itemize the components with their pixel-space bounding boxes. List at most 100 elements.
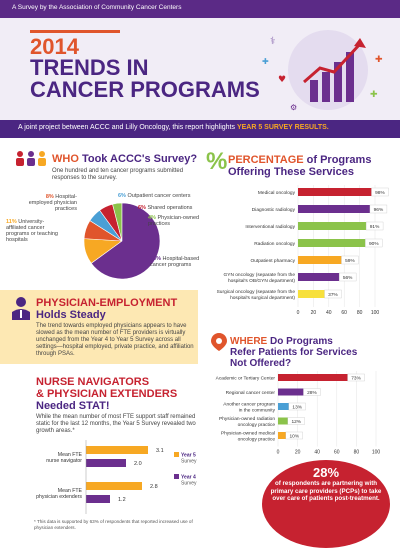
- value-label: 10%: [289, 433, 299, 439]
- bar: [278, 388, 306, 396]
- x-tick-label: 100: [372, 450, 381, 456]
- value-label-box: [341, 255, 359, 265]
- nurse-body: While the mean number of most FTE suppor…: [36, 414, 196, 434]
- survey-tagline: A Survey by the Association of Community…: [12, 4, 182, 11]
- who-heading: WHO Took ACCC's Survey?: [52, 153, 197, 165]
- pie-label-text: Shared operations: [147, 205, 193, 211]
- where-heading: WHERE Do Programs Refer Patients for Ser…: [230, 336, 398, 369]
- value-label: 90%: [369, 241, 379, 247]
- x-tick-label: 60: [334, 450, 340, 456]
- legend-swatch: [174, 452, 179, 457]
- category-label: oncology practice: [238, 436, 276, 442]
- value-label: 13%: [292, 404, 302, 410]
- value-label: 3.1: [156, 448, 164, 454]
- svg-text:⚕: ⚕: [270, 36, 275, 47]
- subtitle-bar: A joint project between ACCC and Lilly O…: [0, 120, 400, 138]
- value-label: 56%: [343, 275, 353, 281]
- where-heading-rest: Do Programs: [270, 336, 333, 347]
- x-tick-label: 60: [341, 310, 347, 316]
- pcp-callout-text: 28% of respondents are partnering with p…: [270, 466, 382, 503]
- report-title-line-1: TRENDS IN: [30, 55, 149, 80]
- pie-label-text: University-affiliated cancer programs or…: [6, 219, 58, 243]
- report-year: 2014: [30, 34, 79, 59]
- category-label: nurse navigator: [46, 458, 82, 464]
- category-label: Academic or Tertiary Center: [216, 376, 276, 382]
- x-tick-label: 0: [277, 450, 280, 456]
- legend-label: Survey: [181, 459, 197, 465]
- value-label-box: [365, 221, 384, 231]
- physician-employment-panel: [0, 290, 198, 364]
- value-label-box: [324, 289, 342, 299]
- x-tick-label: 40: [314, 450, 320, 456]
- pie-label-outpatient: 6% Outpatient cancer centers: [118, 193, 191, 199]
- bar: [298, 222, 369, 230]
- physician-heading-keyword: PHYSICIAN-EMPLOYMENT: [36, 297, 178, 309]
- physician-body: The trend towards employed physicians ap…: [36, 323, 194, 357]
- value-label: 37%: [328, 292, 338, 298]
- people-icon: [16, 151, 46, 166]
- x-tick-label: 20: [311, 310, 317, 316]
- services-heading: PERCENTAGE of Programs Offering These Se…: [228, 154, 398, 178]
- pie-label-text: Outpatient cancer centers: [127, 193, 191, 199]
- pie-label-text: Hospital-based cancer programs: [150, 256, 200, 268]
- category-label: hospital's surgical department): [230, 295, 295, 301]
- svg-text:✚: ✚: [370, 90, 378, 100]
- physician-heading-rest: Holds Steady: [36, 309, 106, 321]
- value-label-box: [369, 204, 388, 214]
- bar: [298, 256, 344, 264]
- category-label: Another cancer program: [223, 402, 275, 408]
- category-label: Surgical oncology (separate from the: [217, 289, 296, 295]
- svg-text:✚: ✚: [375, 55, 383, 65]
- category-label: in the community: [239, 407, 276, 413]
- pcp-callout-description: of respondents are partnering with prima…: [270, 480, 382, 502]
- legend-swatch: [174, 474, 179, 479]
- legend-label: Survey: [181, 481, 197, 487]
- nurse-heading-line2: & PHYSICIAN EXTENDERS: [36, 388, 178, 400]
- services-heading-rest: of Programs: [306, 154, 372, 166]
- value-label: 73%: [351, 375, 361, 381]
- category-label: Medical oncology: [258, 190, 296, 196]
- category-label: Diagnostic radiology: [252, 207, 296, 213]
- x-tick-label: 80: [357, 310, 363, 316]
- percent-icon: %: [206, 148, 228, 175]
- bar: [86, 482, 142, 490]
- where-heading-keyword: WHERE: [230, 336, 268, 347]
- trend-chart-illustration-icon: ⚕ ✚ ♥ ✚ ⚙ ✚: [262, 30, 383, 112]
- nurse-heading: NURSE NAVIGATORS & PHYSICIAN EXTENDERS N…: [36, 376, 206, 412]
- value-label: 28%: [307, 390, 317, 396]
- category-label: Outpatient pharmacy: [250, 258, 295, 264]
- bar: [298, 273, 342, 281]
- value-label-box: [303, 388, 321, 396]
- value-label-box: [365, 238, 383, 248]
- subtitle-text: A joint project between ACCC and Lilly O…: [18, 124, 235, 131]
- legend-label: Year 4: [181, 475, 196, 481]
- services-heading-line2: Offering These Services: [228, 166, 354, 178]
- bar: [298, 188, 374, 196]
- x-tick-label: 40: [326, 310, 332, 316]
- where-heading-line3: Not Offered?: [230, 358, 292, 369]
- nurse-footnote: * This data is supported by 63% of respo…: [34, 519, 193, 530]
- bar: [298, 290, 327, 298]
- bar: [86, 459, 126, 467]
- survey-respondents-pie-chart: [83, 202, 161, 280]
- value-label-box: [371, 187, 389, 197]
- who-heading-keyword: WHO: [52, 153, 79, 165]
- value-label: 1.2: [118, 497, 126, 503]
- bar: [298, 205, 372, 213]
- category-label: Physician-owned medical: [221, 431, 275, 437]
- where-heading-line2: Refer Patients for Services: [230, 347, 358, 358]
- category-label: hospital's OB/GYN department): [228, 278, 295, 284]
- pie-label-text: Hospital-employed physician practices: [28, 194, 77, 212]
- value-label: 12%: [291, 419, 301, 425]
- referral-bar-chart: 0 20 40 60 80 100 Academic or Tertiary Center 7…: [216, 371, 381, 456]
- value-label: 98%: [375, 190, 385, 196]
- pie-label-hospital-based: 65% Hospital-based cancer programs: [150, 256, 200, 268]
- bar: [278, 374, 350, 381]
- category-label: physician extenders: [36, 494, 82, 500]
- x-tick-label: 0: [297, 310, 300, 316]
- category-label: oncology practice: [238, 422, 276, 428]
- legend-label: Year 5: [181, 453, 196, 459]
- x-tick-label: 100: [371, 310, 380, 316]
- value-label-box: [285, 431, 303, 440]
